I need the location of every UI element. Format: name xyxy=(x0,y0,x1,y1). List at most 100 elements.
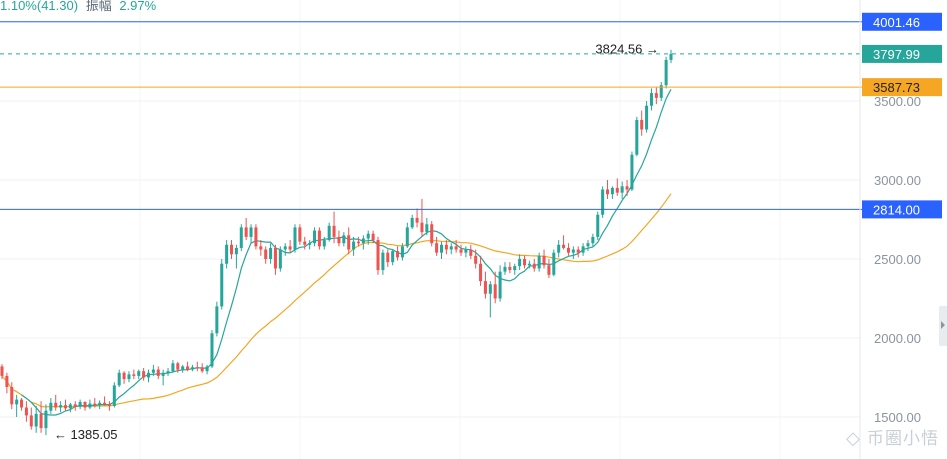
candle-body xyxy=(181,366,185,370)
candle-body xyxy=(381,252,385,271)
candle-body xyxy=(337,236,341,244)
candle-body xyxy=(20,399,24,408)
axis-tick-label: 2000.00 xyxy=(874,331,921,346)
candle-body xyxy=(254,227,258,247)
candle-body xyxy=(5,375,9,387)
candle-body xyxy=(547,265,551,275)
candle-body xyxy=(586,243,590,247)
candle-body xyxy=(264,249,268,259)
watermark: ◇ 币圈小悟 xyxy=(846,424,939,449)
candle-body xyxy=(464,249,468,253)
candle-body xyxy=(439,244,444,253)
candle-body xyxy=(488,284,492,294)
ma-fast-path xyxy=(21,89,672,416)
price-tag-tag-3797 xyxy=(862,44,942,63)
price-tag-tag-3587 xyxy=(862,78,942,97)
candle-body xyxy=(376,240,380,271)
candle-body xyxy=(327,225,331,241)
candle-body xyxy=(308,243,312,245)
candle-body xyxy=(518,259,522,267)
axis-tick-label: 2500.00 xyxy=(874,252,921,267)
candle-body xyxy=(562,244,566,248)
candle-body xyxy=(410,217,414,228)
candle-body xyxy=(200,368,204,372)
candle-body xyxy=(151,369,155,373)
price-tag-label-tag-2814: 2814.00 xyxy=(873,202,920,217)
collapse-handle-icon[interactable] xyxy=(939,306,947,346)
candle-body xyxy=(288,246,292,250)
candle-body xyxy=(68,404,72,409)
candle-body xyxy=(342,235,346,244)
candle-body xyxy=(195,367,199,369)
candle-body xyxy=(420,222,424,233)
ma-fast-line xyxy=(21,89,672,416)
candle-body xyxy=(527,263,531,266)
candle-body xyxy=(176,363,180,370)
candle-body xyxy=(610,187,614,195)
candle-body xyxy=(645,105,649,130)
candle-body xyxy=(615,187,619,193)
candle-body xyxy=(498,271,502,299)
candle-body xyxy=(269,247,273,259)
candle-body xyxy=(146,372,151,378)
candle-body xyxy=(34,413,38,427)
candle-body xyxy=(405,227,409,247)
candle-body xyxy=(435,243,439,253)
candle-body xyxy=(171,363,175,372)
candle-body xyxy=(88,403,92,408)
candle-body xyxy=(49,402,53,411)
candle-body xyxy=(93,403,97,406)
candle-body xyxy=(581,246,585,253)
candle-body xyxy=(317,230,321,247)
candle-body xyxy=(161,372,165,376)
amplitude-value: 2.97% xyxy=(119,0,157,13)
candle-body xyxy=(332,225,336,237)
candle-body xyxy=(542,255,546,266)
price-tags: 4001.46 3797.99 3587.73 2814.00 xyxy=(862,12,942,219)
candle-body xyxy=(190,367,194,370)
candle-body xyxy=(630,154,634,190)
candle-body xyxy=(142,371,146,378)
candle-body xyxy=(103,402,107,405)
price-tag-label-tag-3797: 3797.99 xyxy=(873,47,920,62)
candle-body xyxy=(430,224,434,244)
candle-body xyxy=(532,263,536,269)
candle-body xyxy=(156,369,160,376)
change-value: 1.10%(41.30) xyxy=(0,0,79,13)
candle-body xyxy=(303,241,307,245)
candle-body xyxy=(474,255,478,264)
horizontal-lines xyxy=(0,21,862,210)
candle-body xyxy=(39,413,43,429)
candle-body xyxy=(234,247,238,255)
candle-body xyxy=(220,263,224,307)
candle-body xyxy=(83,401,87,408)
candle-body xyxy=(449,246,453,250)
candles-layer xyxy=(0,49,673,436)
watermark-logo-icon: ◇ xyxy=(846,428,861,448)
ma-slow-line xyxy=(1,193,672,408)
candle-body xyxy=(259,246,263,250)
candle-body xyxy=(444,244,448,250)
candle-body xyxy=(117,372,121,386)
candle-body xyxy=(479,263,483,282)
candle-body xyxy=(244,227,248,237)
candle-body xyxy=(396,251,400,258)
candle-body xyxy=(293,227,297,250)
candle-body xyxy=(44,410,48,429)
candle-body xyxy=(625,186,629,190)
candle-body xyxy=(391,251,395,263)
candle-body xyxy=(659,85,663,98)
candle-body xyxy=(298,227,302,242)
price-tag-tag-4001 xyxy=(862,12,942,31)
candle-body xyxy=(386,252,390,263)
price-axis: 3500.00 3000.00 2500.00 2000.00 1500.00 xyxy=(859,0,921,459)
candle-body xyxy=(669,53,673,60)
amplitude-label: 振幅 xyxy=(85,0,112,13)
candle-body xyxy=(59,405,63,408)
candle-body xyxy=(557,244,561,253)
candle-body xyxy=(513,266,517,271)
candle-body xyxy=(78,401,82,407)
candle-body xyxy=(107,404,111,406)
candle-body xyxy=(273,247,277,269)
